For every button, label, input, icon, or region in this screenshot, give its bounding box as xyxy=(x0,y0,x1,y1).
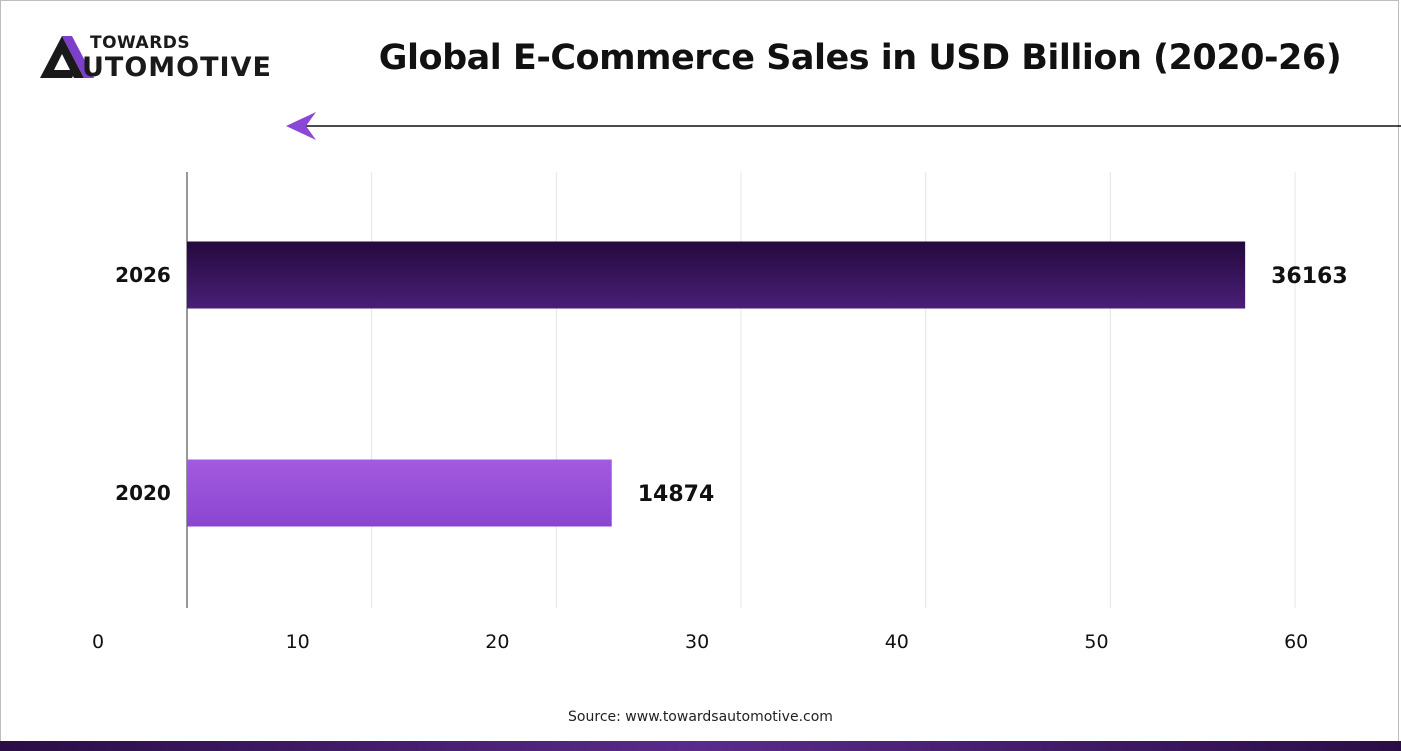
bar-2020 xyxy=(187,459,612,527)
bar-2026 xyxy=(187,241,1246,309)
y-tick-label: 2020 xyxy=(115,481,171,505)
x-tick-label: 10 xyxy=(286,631,310,653)
decorative-arrow-line xyxy=(286,112,1401,140)
x-tick-label: 30 xyxy=(685,631,709,653)
bar-chart: 0 10 20 30 40 50 60 2026 36163 2020 14874 xyxy=(92,172,1348,653)
bottom-accent-bar xyxy=(0,741,1401,751)
data-label: 14874 xyxy=(638,482,715,507)
source-note: Source: www.towardsautomotive.com xyxy=(568,709,833,725)
data-label: 36163 xyxy=(1271,264,1348,289)
chart-title: Global E-Commerce Sales in USD Billion (… xyxy=(378,38,1342,78)
x-tick-label: 40 xyxy=(885,631,909,653)
y-tick-label: 2026 xyxy=(115,263,171,287)
x-tick-label: 0 xyxy=(92,631,104,653)
brand-logo: TOWARDS UTOMOTIVE xyxy=(36,32,286,84)
x-tick-label: 60 xyxy=(1284,631,1308,653)
logo-text-bottom: UTOMOTIVE xyxy=(82,52,272,83)
x-tick-label: 50 xyxy=(1084,631,1108,653)
x-tick-label: 20 xyxy=(485,631,509,653)
arrow-head-icon xyxy=(286,112,316,140)
logo-text-top: TOWARDS xyxy=(90,33,191,53)
logo-a-icon xyxy=(40,36,94,78)
